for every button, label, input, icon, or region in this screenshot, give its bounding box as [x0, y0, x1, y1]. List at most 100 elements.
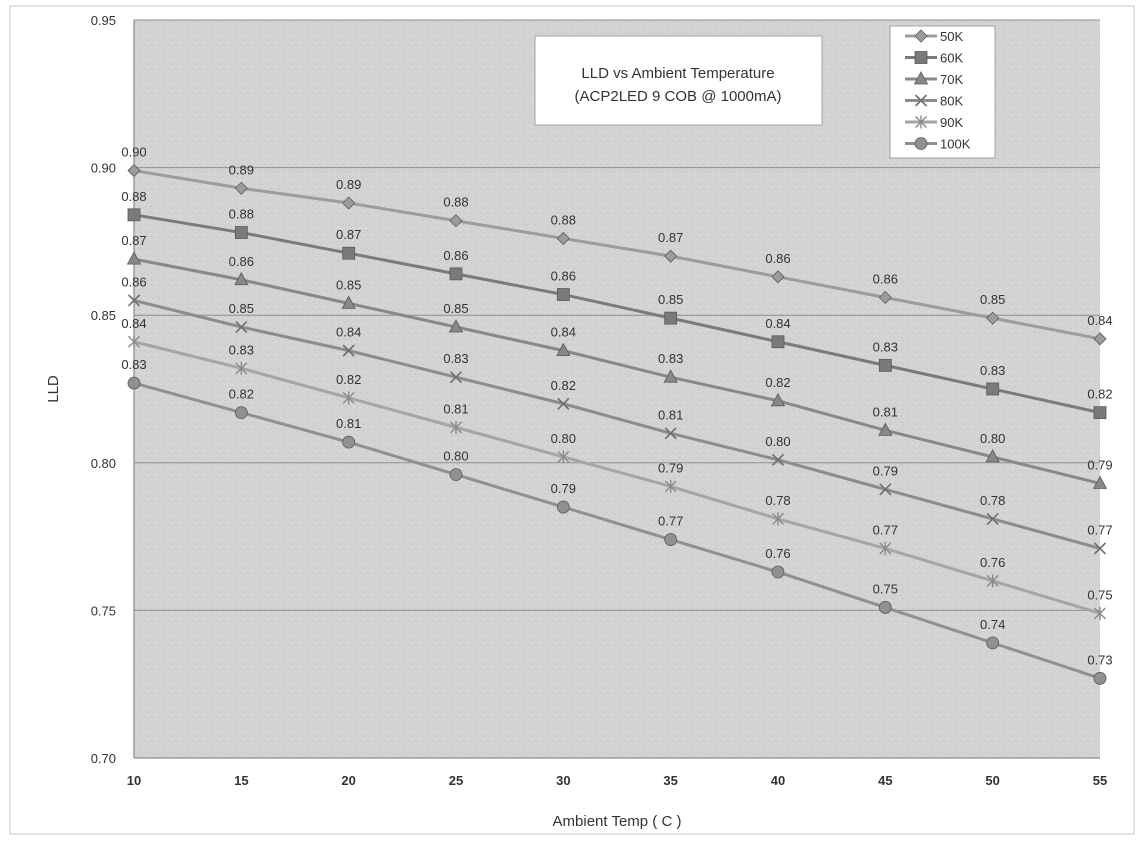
x-tick-label: 15 — [234, 773, 248, 788]
title-box-frame — [534, 35, 823, 126]
legend-marker — [915, 115, 927, 129]
data-label: 0.83 — [873, 339, 898, 354]
x-tick-label: 10 — [127, 773, 141, 788]
data-point — [342, 196, 356, 210]
series-line — [133, 340, 1101, 615]
data-label: 0.82 — [229, 387, 254, 402]
data-label: 0.85 — [980, 292, 1005, 307]
data-point — [556, 231, 570, 246]
data-point — [771, 453, 785, 466]
data-label: 0.78 — [765, 493, 790, 508]
y-tick-label: 0.85 — [91, 308, 116, 323]
data-point — [556, 288, 570, 301]
data-point — [342, 435, 356, 449]
data-point — [448, 319, 464, 333]
data-label: 0.79 — [551, 481, 576, 496]
data-point — [986, 382, 1000, 396]
data-point — [1092, 475, 1108, 489]
data-label: 0.85 — [229, 301, 254, 316]
data-point — [127, 163, 141, 178]
data-label: 0.86 — [765, 251, 790, 266]
data-point — [234, 226, 248, 239]
data-label: 0.75 — [873, 581, 898, 596]
data-point — [449, 214, 463, 228]
series-line — [133, 381, 1101, 680]
legend-label: 60K — [940, 51, 963, 66]
data-label: 0.84 — [336, 325, 361, 340]
data-label: 0.87 — [658, 230, 683, 245]
title-box: LLD vs Ambient Temperature (ACP2LED 9 CO… — [534, 35, 823, 126]
legend-label: 100K — [940, 137, 971, 152]
data-point — [1093, 406, 1107, 420]
data-point — [449, 371, 463, 384]
x-tick-label: 30 — [556, 773, 570, 788]
data-label: 0.83 — [658, 351, 683, 366]
series-60K — [127, 208, 1107, 420]
data-point — [986, 574, 999, 588]
data-point — [879, 541, 892, 555]
data-point — [234, 271, 249, 286]
y-tick-label: 0.80 — [91, 456, 116, 471]
data-label: 0.81 — [658, 407, 683, 422]
data-point — [342, 246, 356, 260]
data-label: 0.80 — [551, 431, 576, 446]
series-line — [133, 213, 1101, 415]
data-label: 0.79 — [658, 460, 683, 475]
data-label: 0.77 — [1087, 522, 1112, 537]
series-group — [126, 163, 1108, 685]
data-label: 0.84 — [765, 316, 790, 331]
data-point — [878, 358, 892, 372]
data-point — [771, 335, 785, 349]
data-label: 0.82 — [765, 375, 790, 390]
data-label: 0.79 — [873, 463, 898, 478]
data-point — [878, 290, 892, 305]
legend-marker — [914, 29, 928, 43]
data-point — [985, 449, 1000, 463]
data-label: 0.89 — [229, 162, 254, 177]
data-point — [772, 512, 784, 526]
data-point — [556, 500, 570, 514]
data-point — [1093, 542, 1107, 555]
data-label: 0.88 — [121, 189, 146, 204]
data-label: 0.84 — [1087, 313, 1112, 328]
data-label: 0.83 — [980, 363, 1005, 378]
data-point — [128, 335, 140, 349]
series-line — [133, 257, 1101, 485]
data-label: 0.83 — [443, 351, 468, 366]
data-point — [771, 270, 785, 284]
legend-entry-80K: 80K — [905, 94, 963, 109]
series-line — [133, 298, 1101, 550]
series-80K — [127, 294, 1107, 555]
data-point — [450, 420, 462, 434]
data-point — [556, 342, 571, 357]
data-point — [1093, 332, 1107, 346]
data-label: 0.88 — [443, 195, 468, 210]
data-label: 0.86 — [121, 274, 146, 289]
data-label: 0.84 — [121, 316, 146, 331]
data-point — [127, 208, 141, 222]
data-point — [341, 295, 356, 309]
data-label: 0.85 — [336, 277, 361, 292]
x-tick-label: 55 — [1093, 773, 1107, 788]
data-point — [878, 422, 893, 436]
data-label: 0.88 — [551, 212, 576, 227]
data-label: 0.86 — [873, 271, 898, 286]
series-90K — [128, 335, 1106, 620]
legend-marker — [914, 94, 928, 107]
chart-title: LLD vs Ambient Temperature — [581, 65, 774, 82]
y-tick-labels: 0.70 0.75 0.80 0.85 0.90 0.95 — [91, 13, 116, 766]
data-label: 0.82 — [336, 372, 361, 387]
data-point — [664, 533, 678, 546]
data-label: 0.77 — [873, 522, 898, 537]
data-point — [986, 311, 1000, 325]
legend-label: 90K — [940, 115, 963, 130]
series-70K — [126, 251, 1108, 489]
x-tick-label: 25 — [449, 773, 463, 788]
data-point — [986, 512, 999, 525]
data-label: 0.89 — [336, 177, 361, 192]
data-label: 0.75 — [1087, 587, 1112, 602]
x-tick-label: 40 — [771, 773, 785, 788]
legend-marker — [913, 71, 929, 85]
data-label: 0.83 — [229, 342, 254, 357]
